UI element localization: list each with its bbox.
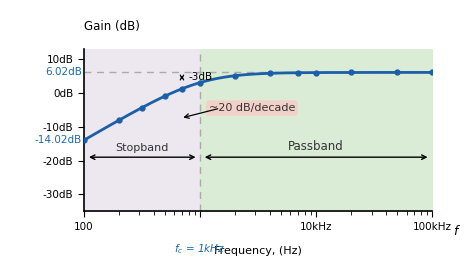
Text: $f_c$ = 1kHz: $f_c$ = 1kHz bbox=[174, 242, 226, 256]
Text: 6.02dB: 6.02dB bbox=[45, 67, 82, 78]
Text: -3dB: -3dB bbox=[189, 72, 213, 82]
Text: Stopband: Stopband bbox=[115, 143, 168, 153]
Text: Passband: Passband bbox=[288, 140, 344, 153]
X-axis label: Frequency, (Hz): Frequency, (Hz) bbox=[214, 246, 302, 256]
Text: ~20 dB/decade: ~20 dB/decade bbox=[209, 103, 295, 113]
Text: Gain (dB): Gain (dB) bbox=[84, 20, 140, 33]
Text: -14.02dB: -14.02dB bbox=[35, 135, 82, 145]
Text: $f$: $f$ bbox=[453, 224, 461, 238]
